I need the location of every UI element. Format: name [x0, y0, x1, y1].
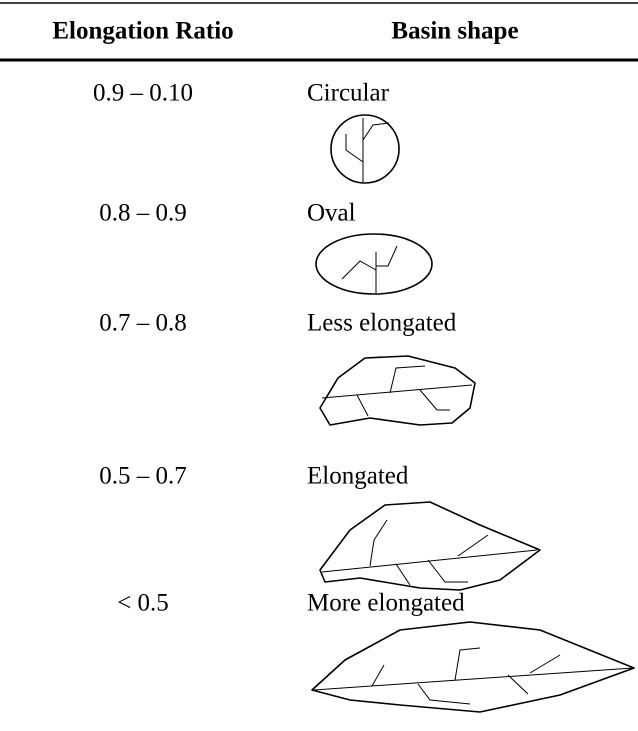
elongated-basin-sketch [320, 502, 540, 590]
shape-cell: Circular [307, 80, 390, 107]
ratio-cell: 0.8 – 0.9 [99, 200, 187, 227]
ratio-cell: 0.7 – 0.8 [99, 310, 187, 337]
ratio-cell: < 0.5 [117, 590, 169, 617]
shape-cell: Oval [307, 200, 356, 227]
more-elongated-basin-sketch [312, 622, 634, 712]
oval-basin-sketch [316, 234, 432, 294]
circular-basin-sketch [331, 115, 399, 183]
less-elongated-basin-sketch [320, 356, 475, 425]
ratio-cell: 0.5 – 0.7 [99, 463, 187, 490]
shape-cell: Less elongated [307, 310, 457, 337]
ratio-cell: 0.9 – 0.10 [93, 80, 193, 107]
header-cell: Elongation Ratio [52, 18, 233, 45]
table: Elongation Ratio Basin shape 0.9 – 0.10 … [0, 0, 638, 731]
page: Elongation Ratio Basin shape 0.9 – 0.10 … [0, 0, 638, 731]
shape-cell: More elongated [307, 590, 465, 617]
shape-cell: Elongated [307, 463, 409, 490]
header-cell: Basin shape [391, 18, 518, 45]
